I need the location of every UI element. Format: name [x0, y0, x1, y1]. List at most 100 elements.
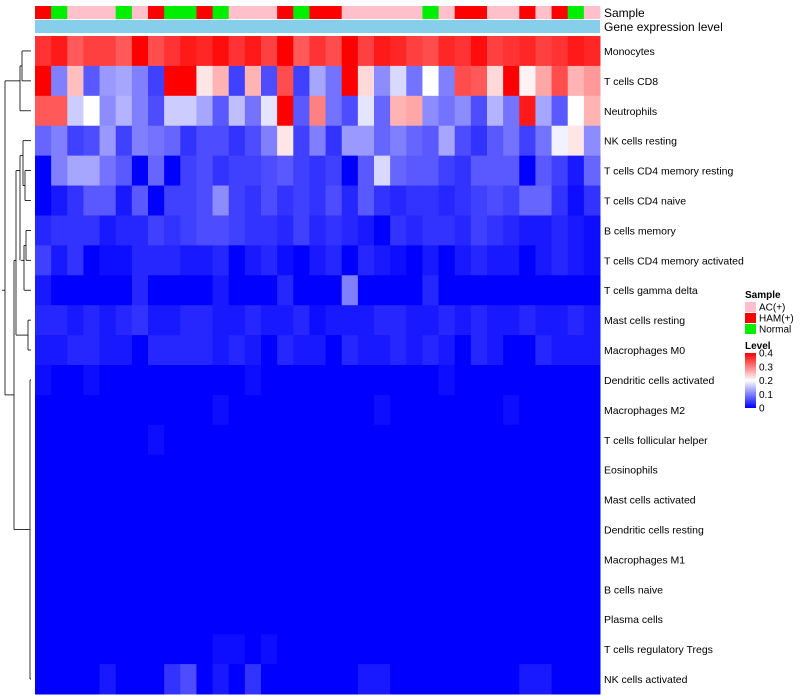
heatmap-cell	[293, 36, 310, 67]
heatmap-cell	[164, 245, 181, 276]
heatmap-cell	[374, 634, 391, 665]
heatmap-cell	[309, 185, 327, 216]
heatmap-cell	[228, 394, 246, 426]
heatmap-cell	[503, 335, 520, 366]
sample-cell	[487, 6, 504, 19]
heatmap-cell	[115, 95, 133, 127]
sample-cell	[309, 6, 326, 19]
row-label: T cells CD4 memory activated	[604, 255, 744, 267]
heatmap-cell	[406, 514, 423, 545]
heatmap-cell	[131, 215, 149, 246]
heatmap-cell	[567, 574, 585, 605]
heatmap-cell	[503, 634, 520, 665]
heatmap-cell	[390, 215, 407, 246]
heatmap-cell	[228, 664, 246, 695]
sample-cell	[180, 6, 197, 19]
heatmap-cell	[67, 514, 84, 545]
heatmap-cell	[390, 574, 407, 605]
heatmap-cell	[374, 335, 391, 366]
heatmap-cell	[180, 574, 197, 605]
heatmap-cell	[535, 394, 553, 426]
heatmap-cell	[535, 604, 553, 635]
heatmap-cell	[99, 514, 117, 545]
sample-cell	[583, 6, 601, 19]
heatmap-cell	[390, 65, 407, 97]
heatmap-cell	[51, 514, 68, 545]
heatmap-cell	[454, 335, 472, 366]
heatmap-cell	[374, 305, 391, 336]
row-label: NK cells resting	[604, 136, 677, 148]
heatmap-cell	[357, 454, 375, 486]
heatmap-cell	[341, 185, 359, 216]
heatmap-cell	[438, 125, 456, 157]
heatmap-cell	[357, 95, 375, 127]
sample-annotation-label: Sample	[604, 6, 645, 20]
heatmap-cell	[180, 65, 197, 97]
heatmap-cell	[341, 155, 359, 187]
heatmap-cell	[277, 245, 294, 276]
heatmap-cell	[519, 484, 536, 516]
heatmap-cell	[67, 394, 84, 426]
heatmap-cell	[535, 365, 553, 396]
heatmap-cell	[228, 604, 246, 635]
level-legend-gradient	[745, 353, 756, 408]
sample-cell	[261, 6, 278, 19]
heatmap-cell	[487, 95, 504, 127]
heatmap-cell	[390, 36, 407, 67]
heatmap-cell	[293, 634, 310, 665]
row-label: Neutrophils	[604, 106, 657, 118]
sample-cell	[357, 6, 375, 19]
heatmap-cell	[406, 365, 423, 396]
heatmap-cell	[131, 65, 149, 97]
heatmap-cell	[390, 365, 407, 396]
heatmap-cell	[212, 65, 230, 97]
heatmap-cell	[503, 65, 520, 97]
heatmap-cell	[67, 634, 84, 665]
row-labels: Monocytes T cells CD8 Neutrophils NK cells …	[604, 46, 744, 686]
heatmap-cell	[164, 125, 181, 157]
heatmap-cell	[390, 335, 407, 366]
heatmap-cell	[115, 454, 133, 486]
heatmap-cell	[180, 275, 197, 306]
heatmap-cell	[164, 335, 181, 366]
heatmap-cell	[261, 65, 278, 97]
heatmap-cell	[164, 215, 181, 246]
heatmap-cell	[212, 185, 230, 216]
heatmap-cell	[535, 664, 553, 695]
heatmap-cell	[341, 335, 359, 366]
heatmap-cell	[309, 394, 327, 426]
heatmap-cell	[35, 544, 52, 575]
heatmap-cell	[487, 365, 504, 396]
heatmap-cell	[309, 95, 327, 127]
heatmap-cell	[148, 275, 165, 306]
heatmap-cell	[454, 155, 472, 187]
heatmap-cell	[196, 424, 214, 456]
heatmap-cell	[406, 544, 423, 575]
heatmap-cell	[487, 65, 504, 97]
sample-cell	[567, 6, 585, 19]
heatmap-cell	[212, 514, 230, 545]
heatmap-cell	[131, 185, 149, 216]
heatmap-cell	[67, 365, 84, 396]
heatmap-cell	[325, 634, 343, 665]
heatmap-cell	[422, 125, 440, 157]
heatmap-cell	[567, 454, 585, 486]
heatmap-cell	[244, 185, 262, 216]
heatmap-cell	[357, 305, 375, 336]
heatmap-cell	[148, 155, 165, 187]
heatmap-cell	[309, 604, 327, 635]
heatmap-cell	[99, 185, 117, 216]
heatmap-cell	[374, 275, 391, 306]
heatmap-cell	[503, 394, 520, 426]
sample-cell	[535, 6, 552, 19]
heatmap-cell	[277, 365, 294, 396]
heatmap-cell	[583, 95, 601, 127]
heatmap-cell	[51, 394, 68, 426]
heatmap-cell	[212, 544, 230, 575]
heatmap-cell	[551, 95, 569, 127]
sample-cell	[551, 6, 569, 19]
heatmap-cell	[470, 305, 488, 336]
heatmap-cell	[99, 36, 117, 67]
heatmap-cell	[244, 664, 262, 695]
